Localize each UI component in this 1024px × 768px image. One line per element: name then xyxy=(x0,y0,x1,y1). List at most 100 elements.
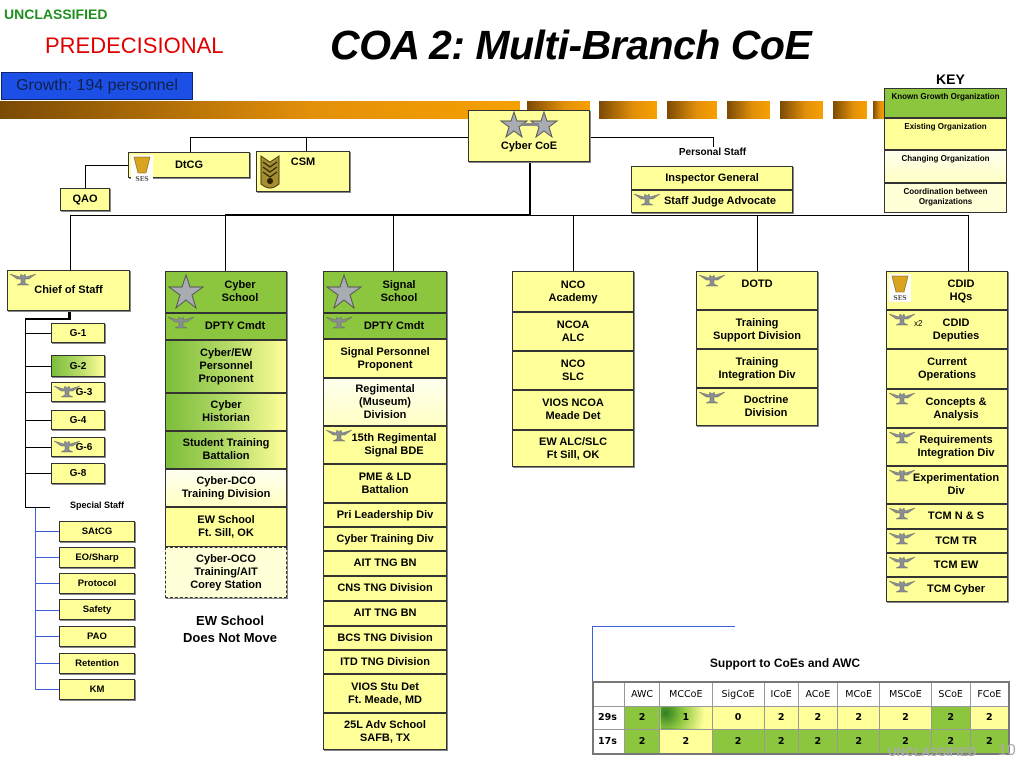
box-label: Experimentation Div xyxy=(912,472,1000,497)
bar-segment xyxy=(780,101,823,119)
one-star-icon xyxy=(167,273,205,314)
box-label: Inspector General xyxy=(665,171,759,184)
box-label: G-1 xyxy=(69,327,87,339)
eagle-icon xyxy=(888,313,916,330)
box-label: Cyber CoE xyxy=(500,140,558,152)
nco-unit-box: VIOS NCOA Meade Det xyxy=(512,390,634,430)
special-staff-label: Special Staff xyxy=(69,500,125,510)
bar-segment xyxy=(833,101,867,119)
classification-top: UNCLASSIFIED xyxy=(4,6,108,22)
box-label: KM xyxy=(89,684,105,695)
one-star-icon xyxy=(325,273,363,314)
box-label: AIT TNG BN xyxy=(353,557,417,569)
g-staff-g-6: G-6 xyxy=(51,437,105,457)
special-staff-box: Safety xyxy=(59,599,135,620)
box-label: G-2 xyxy=(69,360,87,372)
signal-unit-box: 15th Regimental Signal BDE xyxy=(323,426,447,464)
table-row: 29s 2 1 0 2 2 2 2 2 2 xyxy=(592,705,1010,731)
eagle-icon xyxy=(888,507,916,524)
box-label: G-8 xyxy=(69,468,87,479)
box-label: Staff Judge Advocate xyxy=(663,195,777,207)
box-label: Training Integration Div xyxy=(718,355,796,381)
support-table: AWC MCCoE SigCoE ICoE ACoE MCoE MSCoE SCoE FCoE 2… xyxy=(592,681,1010,755)
table-cell: 2 xyxy=(930,705,971,731)
nco-unit-box: NCO SLC xyxy=(512,351,634,390)
special-staff-box: KM xyxy=(59,679,135,700)
table-row: 17s 2 2 2 2 2 2 2 2 2 xyxy=(592,729,1010,755)
svg-text:SES: SES xyxy=(135,176,148,183)
box-label: Cyber Training Div xyxy=(336,532,434,545)
eagle-icon xyxy=(633,193,661,210)
table-cell: 2 xyxy=(837,729,881,755)
signal-unit-box: AIT TNG BN xyxy=(323,601,447,626)
box-label: Student Training Battalion xyxy=(182,437,270,462)
signal-unit-box: Cyber Training Div xyxy=(323,527,447,551)
table-header-row: AWC MCCoE SigCoE ICoE ACoE MCoE MSCoE SCoE FCoE xyxy=(592,681,1010,707)
box-label: VIOS NCOA Meade Det xyxy=(542,397,604,422)
dotd-unit-box: Doctrine Division xyxy=(696,388,818,426)
table-cell: 2 xyxy=(623,729,661,755)
ses-icon: SES xyxy=(131,155,153,187)
signal-unit-box: Regimental (Museum) Division xyxy=(323,378,447,426)
box-label: Retention xyxy=(75,658,119,669)
special-staff-box: SAtCG xyxy=(59,521,135,542)
cdid-unit-box: x2 CDID Deputies xyxy=(886,310,1008,349)
box-label: CNS TNG Division xyxy=(337,582,433,594)
column-header: MSCoE xyxy=(879,681,932,707)
eagle-icon xyxy=(167,316,195,333)
column-header: FCoE xyxy=(969,681,1010,707)
dtcg-box: SES DtCG xyxy=(128,152,250,183)
cyber-unit-box: Cyber-DCO Training Division xyxy=(165,469,287,507)
signal-unit-box: Pri Leadership Div xyxy=(323,503,447,527)
support-table-title: Support to CoEs and AWC xyxy=(709,656,861,670)
box-label: 15th Regimental Signal BDE xyxy=(351,432,437,457)
cyber-unit-box: DPTY Cmdt xyxy=(165,313,287,340)
box-label: DOTD xyxy=(741,278,773,290)
box-label: NCOA ALC xyxy=(556,318,590,344)
count-badge: x2 xyxy=(914,319,923,328)
box-label: EW ALC/SLC Ft Sill, OK xyxy=(538,435,608,461)
cyber-unit-box: Cyber/EW Personnel Proponent xyxy=(165,340,287,393)
cyber-unit-box: Cyber School xyxy=(165,271,287,313)
dotd-unit-box: DOTD xyxy=(696,271,818,310)
box-label: DtCG xyxy=(174,158,204,171)
eagle-icon xyxy=(888,431,916,448)
box-label: ITD TNG Division xyxy=(340,655,430,668)
table-cell: 2 xyxy=(930,729,971,755)
svg-text:SES: SES xyxy=(893,295,906,302)
box-label: NCO SLC xyxy=(560,357,586,383)
slide-title: COA 2: Multi-Branch CoE xyxy=(330,22,812,68)
column-header: MCCoE xyxy=(659,681,713,707)
special-staff-box: Protocol xyxy=(59,573,135,594)
signal-unit-box: BCS TNG Division xyxy=(323,626,447,650)
box-label: Regimental (Museum) Division xyxy=(355,382,415,421)
legend-item-existing: Existing Organization xyxy=(884,118,1007,150)
table-cell: 2 xyxy=(837,705,881,731)
dotd-unit-box: Training Integration Div xyxy=(696,349,818,388)
table-cell: 2 xyxy=(659,729,713,755)
chief-of-staff-box: Chief of Staff xyxy=(7,270,130,311)
eagle-icon xyxy=(888,532,916,549)
bar-segment xyxy=(727,101,770,119)
eagle-icon xyxy=(9,273,37,290)
signal-unit-box: Signal School xyxy=(323,271,447,313)
box-label: Cyber-OCO Training/AIT Corey Station xyxy=(190,553,262,591)
growth-badge: Growth: 194 personnel xyxy=(1,72,193,100)
table-cell: 1 xyxy=(659,705,713,731)
box-label: QAO xyxy=(72,193,98,205)
dotd-unit-box: Training Support Division xyxy=(696,310,818,349)
box-label: BCS TNG Division xyxy=(337,631,433,644)
cdid-unit-box: Concepts & Analysis xyxy=(886,389,1008,428)
key-title: KEY xyxy=(936,71,965,87)
table-cell: 2 xyxy=(797,705,839,731)
cdid-unit-box: TCM N & S xyxy=(886,504,1008,529)
box-label: CSM xyxy=(290,156,316,168)
qao-box: QAO xyxy=(60,188,110,211)
column-header: SigCoE xyxy=(711,681,765,707)
g-staff-g-2: G-2 xyxy=(51,355,105,377)
row-header: 17s xyxy=(592,729,625,755)
signal-unit-box: VIOS Stu Det Ft. Meade, MD xyxy=(323,674,447,713)
box-label: Cyber School xyxy=(221,279,259,304)
special-staff-box: PAO xyxy=(59,626,135,647)
signal-unit-box: CNS TNG Division xyxy=(323,576,447,601)
